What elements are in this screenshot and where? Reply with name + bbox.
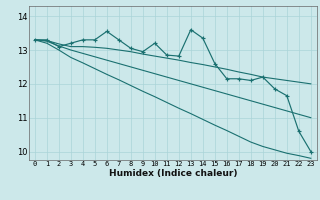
X-axis label: Humidex (Indice chaleur): Humidex (Indice chaleur) xyxy=(108,169,237,178)
